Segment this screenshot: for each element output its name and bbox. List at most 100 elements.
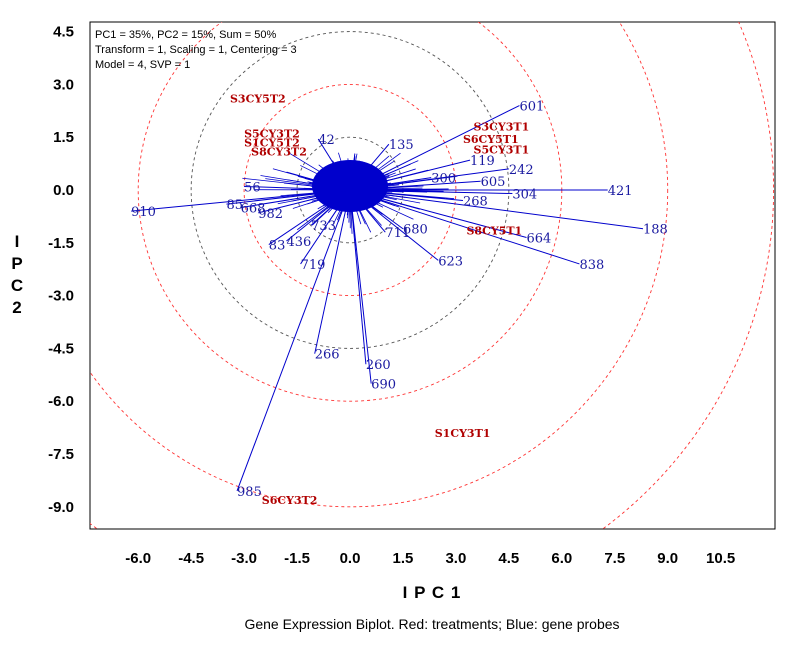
probe-vector-680	[349, 189, 404, 230]
x-tick-label: 3.0	[445, 550, 466, 567]
probe-label-668: 668	[241, 202, 266, 217]
treatment-label-S8CY5T1: S8CY5T1	[466, 224, 522, 237]
probe-label-664: 664	[527, 232, 552, 247]
probe-label-690: 690	[371, 378, 396, 393]
probe-label-188: 188	[643, 223, 668, 238]
treatment-label-S6CY3T2: S6CY3T2	[262, 494, 318, 507]
probe-label-83: 83	[269, 239, 286, 254]
probe-label-601: 601	[519, 100, 544, 115]
treatment-label-S8CY3T2: S8CY3T2	[251, 145, 307, 158]
probe-vector-985	[236, 189, 351, 492]
probe-label-42: 42	[318, 133, 335, 148]
y-tick-label: 0.0	[53, 182, 74, 199]
y-tick-label: -6.0	[48, 393, 74, 410]
y-tick-label: -7.5	[48, 446, 74, 463]
treatment-label-S5CY3T1: S5CY3T1	[474, 144, 530, 157]
x-tick-label: 6.0	[551, 550, 572, 567]
treatment-label-S3CY5T2: S3CY5T2	[230, 92, 286, 105]
probe-vector-668	[240, 189, 351, 209]
treatment-label-S3CY3T1: S3CY3T1	[474, 121, 530, 134]
y-axis-title-char: I	[15, 232, 20, 251]
y-tick-label: 3.0	[53, 76, 74, 93]
probe-label-623: 623	[438, 254, 463, 269]
info-line-1: PC1 = 35%, PC2 = 15%, Sum = 50%	[95, 29, 277, 41]
probe-vector-266	[314, 189, 351, 354]
probe-label-733: 733	[311, 219, 336, 234]
probe-vector-42	[317, 138, 351, 191]
info-line-3: Model = 4, SVP = 1	[95, 59, 190, 71]
probe-vector-664	[349, 189, 527, 239]
x-tick-label: 1.5	[393, 550, 414, 567]
x-tick-label: -1.5	[284, 550, 310, 567]
x-tick-label: 4.5	[498, 550, 519, 567]
probe-label-910: 910	[131, 205, 156, 220]
probe-label-300: 300	[431, 172, 456, 187]
probe-vector-838	[349, 189, 580, 265]
probe-label-119: 119	[470, 154, 495, 169]
y-tick-label: -9.0	[48, 499, 74, 516]
red-circle-3	[90, 22, 669, 508]
x-tick-label: -4.5	[178, 550, 204, 567]
probe-label-56: 56	[244, 180, 261, 195]
probe-label-421: 421	[608, 184, 633, 199]
probe-vector-605	[349, 180, 481, 191]
probe-vector-719	[300, 189, 351, 265]
probe-label-85: 85	[226, 198, 243, 213]
x-axis-title: I P C 1	[403, 583, 462, 602]
probe-label-680: 680	[403, 223, 428, 238]
probe-label-982: 982	[258, 207, 283, 222]
probe-vector-690	[349, 189, 372, 384]
y-tick-label: -3.0	[48, 288, 74, 305]
probe-vector-601	[349, 105, 520, 191]
probe-vector-623	[349, 189, 439, 261]
treatment-label-S1CY5T2: S1CY5T2	[244, 136, 300, 149]
probe-vector-436	[286, 189, 351, 242]
plot-frame	[89, 21, 776, 530]
probe-label-260: 260	[366, 358, 391, 373]
probe-vector-135	[349, 143, 390, 191]
y-tick-label: -1.5	[48, 235, 74, 252]
probe-label-605: 605	[481, 175, 506, 190]
x-tick-label: 10.5	[706, 550, 735, 567]
y-tick-label: 4.5	[53, 24, 74, 41]
probe-vector-733	[310, 189, 351, 226]
x-tick-label: -6.0	[125, 550, 151, 567]
y-axis-title-char: C	[11, 276, 23, 295]
probe-label-985: 985	[237, 485, 262, 500]
origin-cluster-mass	[312, 160, 388, 212]
treatment-label-S1CY3T1: S1CY3T1	[435, 427, 491, 440]
y-tick-label: 1.5	[53, 129, 74, 146]
probe-label-135: 135	[389, 138, 414, 153]
probe-vector-711	[349, 189, 386, 233]
y-axis-title-char: P	[11, 254, 22, 273]
probe-vector-260	[349, 189, 367, 365]
probe-vector-300	[349, 177, 432, 191]
info-line-2: Transform = 1, Scaling = 1, Centering = …	[95, 44, 297, 56]
y-axis-title-char: 2	[12, 298, 21, 317]
x-tick-label: 9.0	[657, 550, 678, 567]
treatment-label-S6CY5T1: S6CY5T1	[463, 133, 519, 146]
probe-label-304: 304	[512, 188, 537, 203]
probe-label-436: 436	[286, 235, 311, 250]
probe-vector-910	[131, 189, 351, 212]
probe-label-719: 719	[301, 258, 326, 273]
probe-vector-982	[258, 189, 351, 214]
probe-vector-304	[349, 189, 513, 195]
probe-label-268: 268	[463, 195, 488, 210]
probe-vector-56	[244, 185, 351, 191]
probe-label-711: 711	[385, 226, 410, 241]
probe-label-242: 242	[509, 163, 534, 178]
probe-label-838: 838	[579, 258, 604, 273]
treatment-label-S5CY3T2: S5CY3T2	[244, 128, 300, 141]
info-box: PC1 = 35%, PC2 = 15%, Sum = 50% Transfor…	[95, 29, 297, 71]
x-tick-label: 7.5	[604, 550, 625, 567]
y-axis-title: IPC 2	[11, 232, 23, 317]
chart-caption: Gene Expression Biplot. Red: treatments;…	[244, 616, 619, 632]
y-tick-label: -4.5	[48, 340, 74, 357]
x-tick-label: 0.0	[340, 550, 361, 567]
probe-vector-268	[349, 189, 464, 202]
probe-vector-188	[349, 189, 644, 230]
probe-vector-119	[349, 159, 471, 191]
probe-label-266: 266	[315, 348, 340, 363]
